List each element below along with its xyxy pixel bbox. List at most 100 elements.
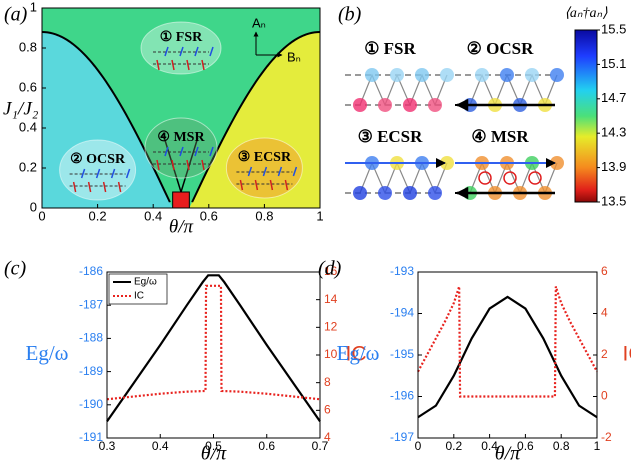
site <box>378 98 392 112</box>
site <box>353 98 367 112</box>
site <box>475 68 489 82</box>
colorbar-tick-label: 14.7 <box>601 90 626 105</box>
y-tick-label: -189 <box>79 364 103 378</box>
site <box>440 68 454 82</box>
phase-label: ② OCSR <box>467 39 534 58</box>
spin <box>164 46 169 57</box>
spin <box>239 179 244 191</box>
x-axis-label: θ/π <box>201 443 227 460</box>
y2-tick-label: -2 <box>601 430 612 444</box>
y-tick-label: -188 <box>79 331 103 345</box>
y2-tick-label: 4 <box>324 430 331 444</box>
colorbar-tick-label: 15.1 <box>601 56 626 71</box>
spin <box>117 181 122 193</box>
x-axis-label: θ/π <box>495 443 521 460</box>
site <box>415 68 429 82</box>
vortex <box>478 171 492 185</box>
x-tick-label: 0 <box>415 439 422 453</box>
site <box>378 186 392 200</box>
spin <box>209 146 214 157</box>
x-tick-label: 0.2 <box>445 439 462 453</box>
spin <box>179 46 184 57</box>
y2-tick-label: 0 <box>601 389 608 403</box>
spin <box>102 181 107 193</box>
x-tick-label: 0.5 <box>205 439 222 453</box>
phase-label: ① FSR <box>364 39 416 58</box>
site <box>390 68 404 82</box>
series-line <box>106 274 321 423</box>
spin <box>95 168 101 179</box>
spin <box>292 166 298 177</box>
y2-tick-label: 6 <box>601 264 608 278</box>
x-tick-label: 0.6 <box>517 439 534 453</box>
spin <box>201 59 205 71</box>
axes-legend: Bₙ <box>287 49 301 64</box>
y-tick-label: -197 <box>390 430 414 444</box>
spin <box>284 179 289 191</box>
site <box>403 98 417 112</box>
site <box>365 68 379 82</box>
site <box>428 98 442 112</box>
x-tick-label: 0.6 <box>200 208 218 223</box>
y-tick-label: 0.4 <box>19 119 37 134</box>
spin <box>156 159 160 171</box>
colorbar <box>574 29 598 203</box>
vortex <box>528 171 542 185</box>
y-tick-label: -193 <box>390 264 414 278</box>
y2-tick-label: 2 <box>601 347 608 361</box>
y-tick-label: 0.6 <box>19 79 37 94</box>
axes-legend: Aₙ <box>252 15 266 30</box>
colorbar-tick-label: 13.9 <box>601 159 626 174</box>
x-tick-label: 1 <box>316 208 323 223</box>
colorbar-label: ⟨aₙ†aₙ⟩ <box>564 6 608 21</box>
spin <box>186 159 190 171</box>
y-tick-label: -195 <box>390 347 414 361</box>
phase-label: ④ MSR <box>471 127 529 146</box>
phase-bubble <box>140 21 222 75</box>
x-tick-label: 0.8 <box>255 208 273 223</box>
colorbar-tick-label: 14.3 <box>601 125 626 140</box>
y-tick-label: -194 <box>390 306 414 320</box>
series-line <box>106 284 321 401</box>
region-label: ② OCSR <box>70 152 126 167</box>
spin <box>269 179 274 191</box>
y2-axis-label: IC <box>623 343 631 366</box>
spin <box>80 168 86 179</box>
y-axis-label: Eg/ω <box>26 341 69 365</box>
x-tick-label: 0.4 <box>144 208 162 223</box>
panel-label: (c) <box>4 258 27 280</box>
spin <box>262 166 268 177</box>
phase-region <box>172 191 190 209</box>
frame <box>41 7 321 209</box>
spin <box>87 181 92 193</box>
y-tick-label: -191 <box>79 430 103 444</box>
region-label: ③ ECSR <box>238 150 292 165</box>
site <box>500 68 514 82</box>
y-axis-label: J₁/J₂ <box>3 98 39 119</box>
x-tick-label: 0.8 <box>553 439 570 453</box>
spin <box>164 146 169 157</box>
y2-axis-label: IC <box>346 343 367 366</box>
site <box>428 186 442 200</box>
y2-tick-label: 8 <box>324 375 331 389</box>
x-tick-label: 0 <box>38 208 45 223</box>
spin <box>194 146 199 157</box>
vortex <box>503 171 517 185</box>
y-tick-label: -186 <box>79 264 103 278</box>
spin <box>110 168 116 179</box>
y2-tick-label: 4 <box>601 306 608 320</box>
y-tick-label: -196 <box>390 389 414 403</box>
spin <box>194 46 199 57</box>
y2-tick-label: 16 <box>324 264 338 278</box>
x-tick-label: 1 <box>594 439 601 453</box>
spin <box>277 166 283 177</box>
phase-label: ③ ECSR <box>358 127 424 146</box>
spin <box>171 59 175 71</box>
spin <box>171 159 175 171</box>
x-tick-label: 0.3 <box>99 439 116 453</box>
spin <box>201 159 205 171</box>
legend-label: IC <box>134 291 144 302</box>
series-line <box>417 286 598 398</box>
x-tick-label: 0.6 <box>258 439 275 453</box>
